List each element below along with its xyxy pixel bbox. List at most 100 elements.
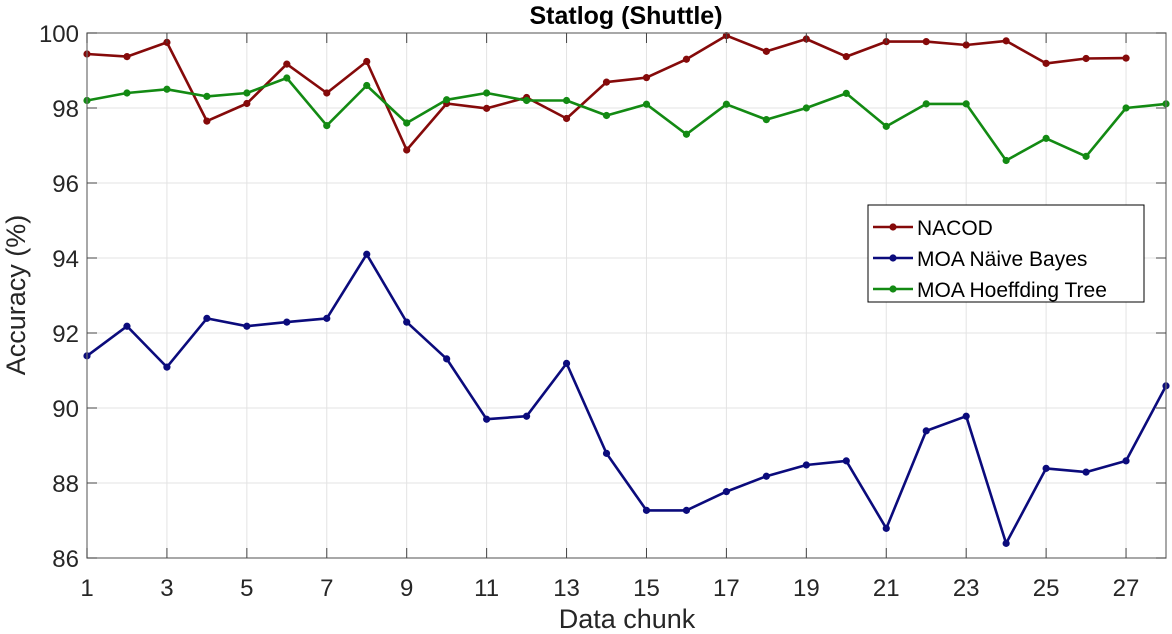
y-tick-label: 94 [52, 246, 79, 273]
data-point-marker [522, 412, 531, 420]
legend-item[interactable]: MOA Näive Bayes [873, 248, 1087, 271]
legend-item[interactable]: NACOD [873, 217, 993, 240]
data-point-marker [123, 89, 131, 97]
data-point-marker [762, 472, 770, 480]
legend-marker-icon [889, 254, 897, 262]
data-point-marker [642, 100, 651, 108]
data-point-marker [163, 363, 171, 371]
data-point-marker [682, 55, 691, 63]
x-tick-label: 13 [553, 575, 580, 602]
data-point-marker [283, 318, 291, 326]
data-point-marker [682, 130, 691, 138]
data-point-marker [962, 412, 970, 420]
legend-item[interactable]: MOA Hoeffding Tree [873, 279, 1107, 302]
data-point-marker [562, 96, 571, 105]
x-axis-label: Data chunk [559, 604, 696, 634]
legend[interactable]: NACOD MOA Näive Bayes MOA Hoeffding Tree [867, 204, 1145, 303]
data-point-marker [642, 74, 651, 82]
data-point-marker [1082, 468, 1090, 476]
data-point-marker [1082, 54, 1090, 63]
data-point-marker [443, 355, 451, 363]
chart-title: Statlog (Shuttle) [529, 2, 722, 30]
data-point-marker [323, 314, 331, 322]
y-tick-label: 88 [52, 471, 79, 498]
data-point-marker [522, 96, 531, 105]
data-point-marker [163, 85, 171, 93]
data-point-marker [363, 57, 371, 66]
data-point-marker [602, 111, 611, 120]
y-tick-label: 90 [52, 396, 79, 423]
data-point-marker [1122, 54, 1130, 62]
data-point-marker [403, 119, 411, 127]
data-point-marker [962, 100, 970, 108]
data-point-marker [922, 38, 930, 46]
series-line [86, 253, 1168, 545]
data-point-marker [802, 461, 810, 469]
data-point-marker [642, 506, 651, 514]
plot-frame [86, 32, 1167, 559]
legend-marker-icon [889, 223, 897, 231]
data-point-marker [363, 250, 371, 258]
data-point-marker [1042, 464, 1050, 472]
data-point-marker [922, 427, 930, 435]
data-point-marker [602, 449, 611, 457]
data-point-marker [842, 53, 850, 61]
x-tick-label: 23 [953, 575, 980, 602]
data-point-marker [602, 78, 611, 86]
data-point-marker [842, 457, 850, 465]
y-tick-label: 100 [39, 21, 79, 48]
data-point-marker [802, 104, 810, 112]
data-point-marker [203, 92, 211, 100]
x-tick-label: 17 [713, 575, 740, 602]
x-tick-label: 11 [474, 575, 499, 602]
data-point-marker [762, 47, 770, 55]
x-tick-label: 19 [793, 575, 820, 602]
y-tick-label: 86 [52, 546, 79, 573]
data-point-marker [483, 415, 491, 423]
legend-label: MOA Näive Bayes [917, 248, 1087, 271]
data-point-marker [403, 318, 411, 326]
data-point-marker [283, 74, 291, 82]
data-point-marker [243, 89, 251, 97]
data-point-marker [243, 99, 251, 108]
data-point-marker [882, 524, 890, 532]
x-tick-label: 5 [240, 575, 253, 602]
data-point-marker [1042, 134, 1050, 142]
legend-box [867, 204, 1145, 303]
y-axis-label: Accuracy (%) [1, 215, 31, 376]
data-point-marker [1002, 37, 1010, 45]
y-tick-label: 92 [52, 321, 79, 348]
data-point-marker [123, 53, 131, 61]
data-point-marker [962, 41, 970, 49]
data-point-marker [1042, 59, 1050, 67]
series-line [86, 76, 1167, 162]
data-point-marker [243, 322, 251, 330]
data-point-marker [882, 122, 890, 130]
data-point-marker [762, 116, 770, 124]
data-series [83, 32, 1170, 547]
data-point-marker [203, 117, 211, 125]
data-point-marker [722, 100, 731, 108]
data-point-marker [1082, 152, 1090, 160]
x-tick-label: 3 [160, 575, 173, 602]
data-point-marker [203, 314, 211, 322]
data-point-marker [403, 146, 411, 154]
data-point-marker [1122, 457, 1130, 465]
data-point-marker [483, 104, 491, 112]
data-point-marker [562, 359, 571, 367]
data-point-marker [283, 60, 291, 68]
data-point-marker [123, 322, 131, 330]
legend-label: NACOD [917, 217, 993, 240]
x-tick-label: 27 [1113, 575, 1140, 602]
data-point-marker [363, 81, 371, 90]
data-point-marker [682, 506, 691, 514]
data-point-marker [562, 114, 571, 123]
data-point-marker [323, 89, 331, 97]
y-tick-label: 96 [52, 171, 79, 198]
series-moa-hoeffding-tree [83, 74, 1170, 165]
data-point-marker [1122, 104, 1130, 112]
data-point-marker [323, 122, 331, 130]
data-point-marker [1002, 156, 1010, 165]
legend-marker-icon [889, 285, 897, 293]
